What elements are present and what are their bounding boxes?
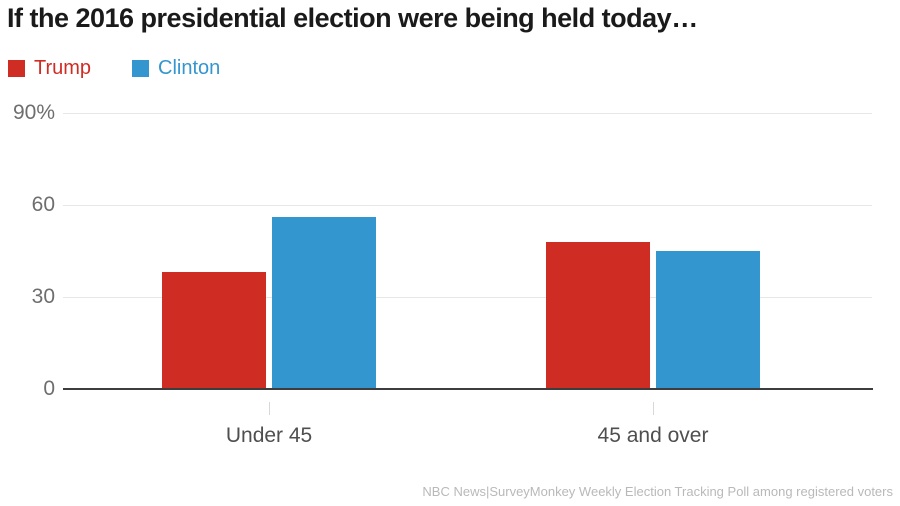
legend-label: Clinton — [158, 57, 221, 79]
bar-clinton-under-45 — [272, 217, 377, 389]
gridline-30 — [63, 297, 872, 298]
x-axis-label-45-and-over: 45 and over — [597, 424, 709, 447]
source-note: NBC News|SurveyMonkey Weekly Election Tr… — [422, 484, 893, 499]
x-axis-tick — [269, 402, 271, 415]
legend-item-clinton[interactable]: Clinton — [132, 58, 220, 78]
gridline-60 — [63, 205, 872, 206]
legend-item-trump[interactable]: Trump — [8, 58, 91, 78]
x-axis-line — [63, 388, 873, 390]
bar-clinton-45-and-over — [656, 251, 760, 389]
legend-swatch-icon — [132, 59, 150, 77]
legend-swatch-icon — [8, 59, 25, 77]
bar-trump-under-45 — [162, 272, 267, 389]
chart-legend: Trump Clinton — [8, 58, 261, 78]
y-axis-label-60: 60 — [31, 193, 55, 216]
chart-title: If the 2016 presidential election were b… — [7, 3, 698, 33]
y-axis-label-0: 0 — [43, 377, 55, 400]
legend-label: Trump — [34, 57, 92, 79]
x-axis-label-under-45: Under 45 — [225, 424, 313, 447]
y-axis-label-30: 30 — [31, 285, 55, 308]
x-axis-tick — [653, 402, 654, 415]
bar-trump-45-and-over — [546, 241, 650, 389]
gridline-90 — [63, 113, 872, 114]
y-axis-label-90: 90% — [12, 101, 55, 124]
